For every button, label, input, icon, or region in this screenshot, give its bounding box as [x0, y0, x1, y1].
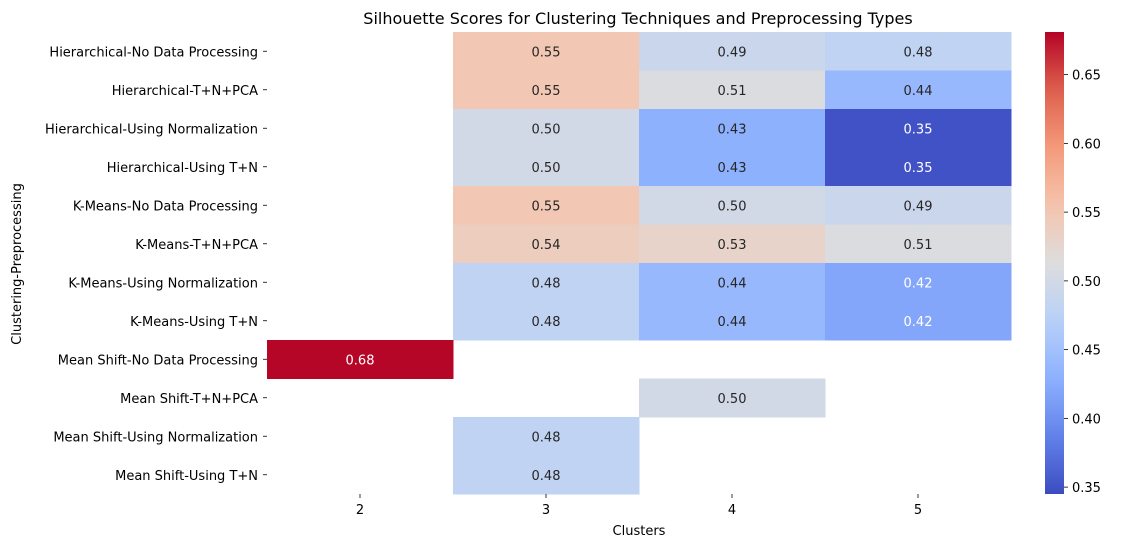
y-tick-label: Mean Shift-T+N+PCA — [120, 392, 258, 407]
heatmap-cell — [453, 109, 640, 148]
heatmap-cell — [639, 378, 826, 418]
heatmap-cell — [453, 417, 640, 456]
cell-value-label: 0.50 — [718, 199, 747, 214]
heatmap-cell — [639, 109, 826, 148]
cell-value-label: 0.51 — [904, 238, 933, 253]
heatmap-cell — [267, 340, 454, 379]
y-tick-label: Hierarchical-No Data Processing — [49, 45, 258, 60]
cell-value-label: 0.68 — [346, 353, 375, 368]
heatmap-cell — [453, 186, 640, 225]
colorbar — [1045, 32, 1064, 494]
cell-value-label: 0.48 — [904, 45, 933, 60]
heatmap-cell — [639, 147, 826, 187]
heatmap-cell — [453, 301, 640, 341]
heatmap-cell — [453, 32, 640, 71]
heatmap-cell — [453, 455, 640, 495]
cell-value-label: 0.42 — [904, 276, 933, 291]
colorbar-ticks: 0.35 0.40 0.45 0.50 0.55 0.60 0.65 — [1064, 69, 1101, 496]
heatmap-cell — [453, 224, 640, 264]
cell-value-label: 0.50 — [532, 122, 561, 137]
cell-value-label: 0.50 — [718, 392, 747, 407]
cell-value-label: 0.53 — [718, 238, 747, 253]
colorbar-tick-label: 0.55 — [1072, 206, 1101, 221]
heatmap-cell — [453, 147, 640, 187]
cell-value-label: 0.55 — [532, 199, 561, 214]
cell-value-label: 0.48 — [532, 315, 561, 330]
heatmap-cell — [639, 186, 826, 225]
colorbar-tick-label: 0.50 — [1072, 275, 1101, 290]
heatmap-cell — [825, 186, 1012, 225]
heatmap-cell — [825, 32, 1012, 71]
x-tick-label: 4 — [728, 503, 736, 518]
heatmap-cell — [825, 147, 1012, 187]
heatmap-cell — [639, 263, 826, 302]
cell-value-label: 0.48 — [532, 276, 561, 291]
heatmap-cell — [825, 70, 1012, 110]
y-tick-label: K-Means-No Data Processing — [73, 199, 258, 214]
y-tick-label: Hierarchical-Using Normalization — [45, 122, 258, 137]
y-tick-label: Mean Shift-Using Normalization — [53, 430, 258, 445]
y-tick-label: K-Means-Using T+N — [130, 315, 258, 330]
cell-value-label: 0.54 — [532, 238, 561, 253]
cell-value-label: 0.44 — [718, 315, 747, 330]
x-tick-label: 2 — [356, 503, 364, 518]
heatmap-cell — [453, 70, 640, 110]
cell-value-label: 0.48 — [532, 469, 561, 484]
y-tick-label: Mean Shift-Using T+N — [115, 469, 258, 484]
heatmap-cell — [639, 301, 826, 341]
cell-value-label: 0.42 — [904, 315, 933, 330]
colorbar-tick-label: 0.45 — [1072, 344, 1101, 359]
cell-value-label: 0.43 — [718, 122, 747, 137]
colorbar-tick-label: 0.65 — [1072, 69, 1101, 84]
heatmap-cell — [825, 109, 1012, 148]
cell-value-label: 0.51 — [718, 84, 747, 99]
cell-value-label: 0.49 — [904, 199, 933, 214]
heatmap-cell — [639, 70, 826, 110]
heatmap-cell — [825, 301, 1012, 341]
heatmap-cell — [825, 224, 1012, 264]
cell-value-label: 0.55 — [532, 84, 561, 99]
y-tick-label: Hierarchical-T+N+PCA — [112, 84, 258, 99]
chart-title: Silhouette Scores for Clustering Techniq… — [363, 9, 912, 28]
x-axis-ticks: 2 3 4 5 — [356, 494, 922, 518]
cell-value-label: 0.48 — [532, 430, 561, 445]
cell-value-label: 0.35 — [904, 122, 933, 137]
y-tick-label: K-Means-Using Normalization — [68, 276, 258, 291]
cell-value-label: 0.50 — [532, 161, 561, 176]
colorbar-tick-label: 0.60 — [1072, 137, 1101, 152]
y-axis-ticks: Hierarchical-No Data Processing Hierarchi… — [45, 45, 267, 484]
x-tick-label: 5 — [914, 503, 922, 518]
heatmap-cell — [639, 32, 826, 71]
y-tick-label: Mean Shift-No Data Processing — [58, 353, 258, 368]
y-tick-label: K-Means-T+N+PCA — [135, 238, 258, 253]
heatmap-cell — [825, 263, 1012, 302]
colorbar-tick-label: 0.40 — [1072, 412, 1101, 427]
cell-value-label: 0.55 — [532, 45, 561, 60]
heatmap-cell — [639, 224, 826, 264]
colorbar-tick-label: 0.35 — [1072, 481, 1101, 496]
y-tick-label: Hierarchical-Using T+N — [107, 161, 258, 176]
cell-value-label: 0.35 — [904, 161, 933, 176]
heatmap-cells: 0.55 0.49 0.48 0.55 0.51 0.44 0.50 0.43 0.35 0.50… — [267, 32, 1012, 495]
cell-value-label: 0.44 — [904, 84, 933, 99]
heatmap-cell — [453, 263, 640, 302]
x-tick-label: 3 — [542, 503, 550, 518]
y-axis-label: Clustering-Preprocessing — [10, 183, 25, 345]
cell-value-label: 0.43 — [718, 161, 747, 176]
x-axis-label: Clusters — [613, 524, 666, 539]
cell-value-label: 0.49 — [718, 45, 747, 60]
cell-value-label: 0.44 — [718, 276, 747, 291]
